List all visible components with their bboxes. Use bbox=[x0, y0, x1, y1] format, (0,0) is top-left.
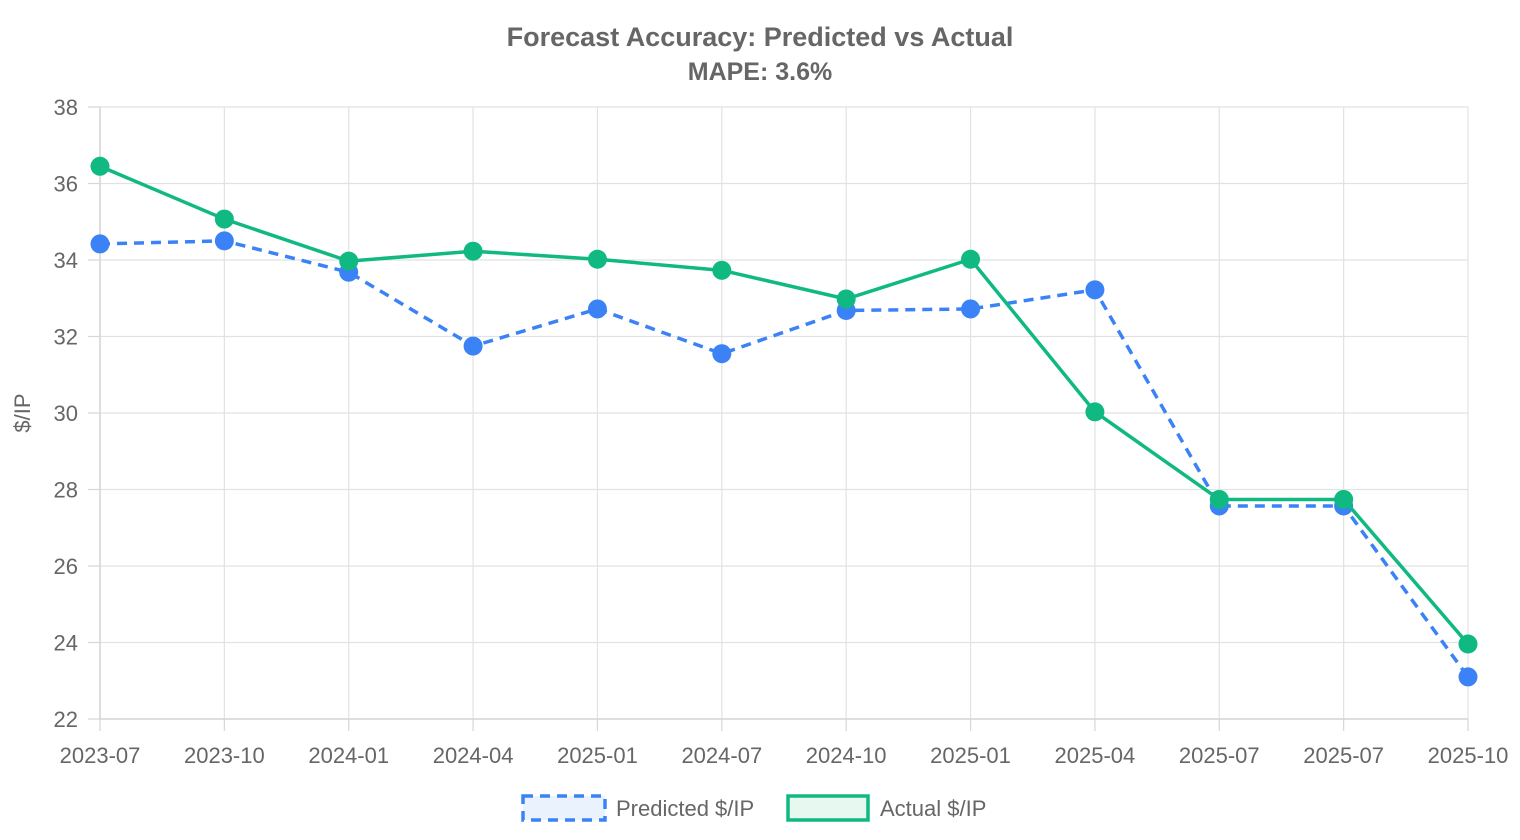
data-point[interactable] bbox=[961, 249, 981, 269]
x-tick-label: 2024-01 bbox=[308, 743, 389, 768]
x-tick-label: 2025-04 bbox=[1055, 743, 1136, 768]
y-tick-labels: 22 24 26 28 30 32 34 36 38 bbox=[54, 95, 78, 732]
series-line bbox=[99, 239, 1470, 678]
data-point[interactable] bbox=[1334, 489, 1354, 509]
x-tick-label: 2024-04 bbox=[433, 743, 514, 768]
data-point[interactable] bbox=[339, 251, 359, 271]
y-tick-label: 32 bbox=[54, 325, 78, 350]
x-tick-label: 2024-07 bbox=[681, 743, 762, 768]
x-tick-label: 2023-10 bbox=[184, 743, 265, 768]
y-tick-label: 36 bbox=[54, 172, 78, 197]
y-tick-label: 30 bbox=[54, 401, 78, 426]
x-tick-label: 2025-07 bbox=[1303, 743, 1384, 768]
y-tick-label: 28 bbox=[54, 478, 78, 503]
legend-label: Predicted $/IP bbox=[616, 796, 754, 821]
y-tick-label: 34 bbox=[54, 248, 78, 273]
axes bbox=[88, 106, 1469, 731]
x-tick-label: 2025-10 bbox=[1428, 743, 1509, 768]
y-tick-label: 38 bbox=[54, 95, 78, 120]
x-tick-label: 2024-10 bbox=[806, 743, 887, 768]
data-point[interactable] bbox=[1085, 402, 1105, 422]
data-point[interactable] bbox=[712, 260, 732, 280]
legend-item-actual[interactable]: Actual $/IP bbox=[786, 794, 986, 822]
data-point[interactable] bbox=[214, 209, 234, 229]
grid bbox=[99, 106, 1469, 720]
data-point[interactable] bbox=[712, 344, 732, 364]
data-point[interactable] bbox=[90, 156, 110, 176]
data-point[interactable] bbox=[463, 241, 483, 261]
data-point[interactable] bbox=[214, 231, 234, 251]
series-line bbox=[99, 164, 1470, 646]
data-point[interactable] bbox=[90, 234, 110, 254]
x-tick-labels: 2023-07 2023-10 2024-01 2024-04 2025-01 2024-… bbox=[60, 743, 1509, 768]
y-axis-label: $/IP bbox=[10, 393, 35, 432]
data-point[interactable] bbox=[1209, 489, 1229, 509]
y-tick-label: 22 bbox=[54, 707, 78, 732]
legend-item-predicted[interactable]: Predicted $/IP bbox=[521, 794, 754, 822]
legend[interactable]: Predicted $/IP Actual $/IP bbox=[521, 794, 986, 822]
data-point[interactable] bbox=[587, 299, 607, 319]
y-tick-label: 24 bbox=[54, 631, 78, 656]
data-point[interactable] bbox=[836, 289, 856, 309]
legend-swatch bbox=[786, 794, 870, 822]
y-tick-label: 26 bbox=[54, 554, 78, 579]
data-point[interactable] bbox=[463, 336, 483, 356]
data-point[interactable] bbox=[1085, 280, 1105, 300]
data-point[interactable] bbox=[1458, 634, 1478, 654]
x-tick-label: 2025-01 bbox=[557, 743, 638, 768]
x-tick-label: 2023-07 bbox=[60, 743, 141, 768]
series-layer bbox=[90, 156, 1478, 687]
legend-swatch bbox=[521, 794, 607, 822]
x-tick-label: 2025-07 bbox=[1179, 743, 1260, 768]
series-predicted bbox=[90, 231, 1478, 687]
series-actual bbox=[90, 156, 1478, 654]
data-point[interactable] bbox=[587, 249, 607, 269]
chart-title: Forecast Accuracy: Predicted vs Actual bbox=[507, 22, 1014, 52]
legend-label: Actual $/IP bbox=[880, 796, 986, 821]
data-point[interactable] bbox=[1458, 667, 1478, 687]
data-point[interactable] bbox=[961, 299, 981, 319]
x-tick-label: 2025-01 bbox=[930, 743, 1011, 768]
chart-subtitle: MAPE: 3.6% bbox=[688, 58, 832, 86]
